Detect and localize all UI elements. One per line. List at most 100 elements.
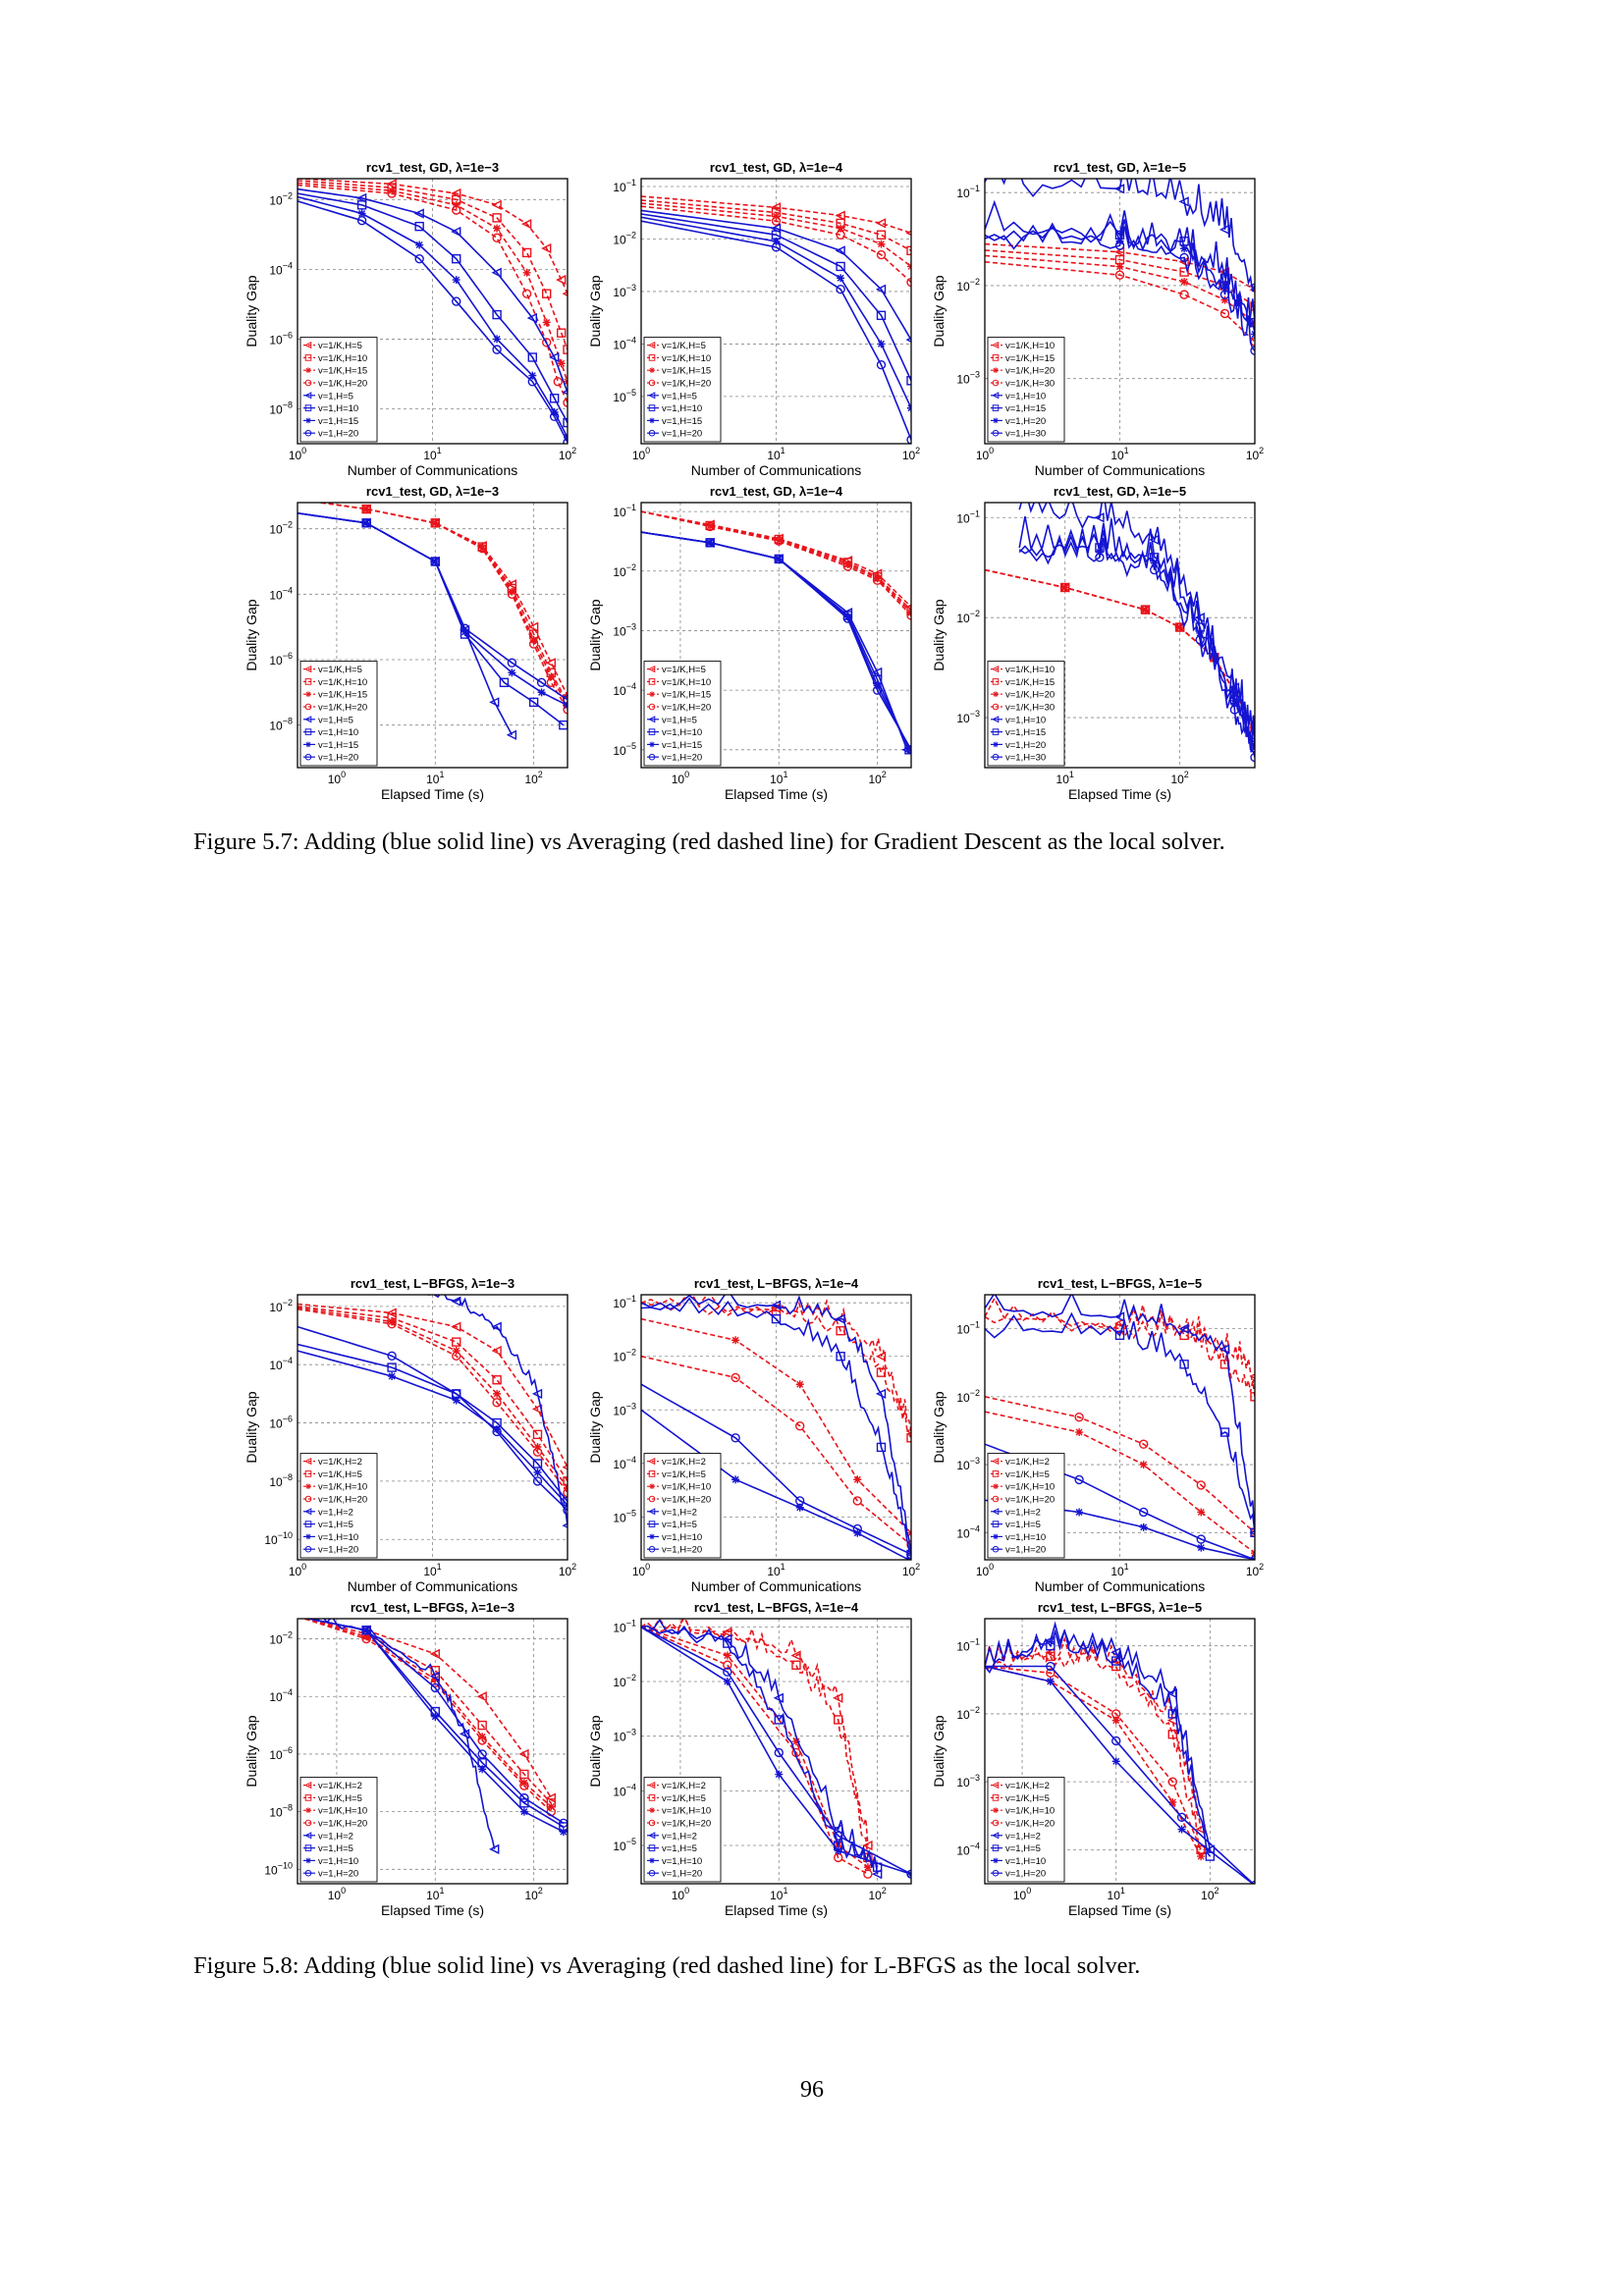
adding-series-line	[306, 1619, 496, 1849]
data-point-marker	[528, 621, 539, 632]
y-axis-label: Duality Gap	[587, 275, 603, 347]
data-point-marker	[723, 1667, 732, 1677]
averaging-series-line	[641, 195, 911, 235]
data-point-marker	[1046, 1651, 1056, 1662]
y-axis-label: Duality Gap	[931, 599, 947, 670]
legend-marker	[304, 392, 312, 400]
data-point-marker	[414, 221, 424, 232]
legend-marker	[304, 1844, 312, 1851]
averaging-series-line	[298, 1308, 568, 1494]
averaging-series-line	[302, 1619, 552, 1804]
y-tick-label: 10−2	[956, 1388, 980, 1405]
x-axis-label: Number of Communications	[691, 1578, 862, 1594]
data-point-marker	[1111, 1735, 1121, 1746]
data-point-marker	[388, 1317, 397, 1326]
data-point-marker	[546, 677, 557, 687]
y-tick-label: 10−2	[613, 230, 636, 246]
legend-entry: v=1,H=20	[318, 1869, 358, 1880]
data-point-marker	[361, 504, 371, 514]
data-point-marker	[1111, 1757, 1120, 1766]
data-point-marker	[1220, 281, 1229, 290]
chart-lbfgs-time-1e-4: rcv1_test, L−BFGS, λ=1e−4 Duality Gap Elap…	[587, 1600, 912, 1918]
data-point-marker	[837, 224, 845, 233]
adding-series-line	[298, 192, 568, 423]
data-point-marker	[1179, 1360, 1189, 1369]
data-point-marker	[835, 210, 845, 221]
legend-marker	[304, 716, 312, 723]
y-tick-label: 10−1	[613, 503, 636, 519]
x-tick-label: 102	[1246, 446, 1264, 462]
x-axis-label: Number of Communications	[1035, 1578, 1206, 1594]
x-tick-label: 100	[976, 446, 994, 462]
data-point-marker	[1094, 512, 1105, 523]
averaging-series-line	[298, 1307, 568, 1488]
data-point-marker	[492, 1426, 502, 1437]
legend: v=1/K,H=10 v=1/K,H=15 v=1/K,H=20 v=1/K,H=30…	[987, 337, 1065, 443]
page-number: 96	[800, 2077, 824, 2103]
averaging-series-line	[301, 1619, 552, 1813]
data-point-marker	[549, 394, 560, 403]
legend-marker	[992, 753, 1000, 761]
data-point-marker	[451, 1321, 461, 1332]
legend-entry: v=1/K,H=5	[1005, 1793, 1050, 1804]
data-point-marker	[775, 536, 784, 545]
data-point-marker	[499, 677, 510, 687]
legend-marker	[648, 703, 656, 711]
adding-series-line	[298, 1343, 568, 1503]
averaging-series-line	[641, 1355, 911, 1546]
data-point-marker	[492, 345, 502, 354]
legend-marker	[648, 1458, 656, 1466]
legend-entry: v=1/K,H=10	[1005, 665, 1055, 675]
legend: v=1/K,H=2v=1/K,H=5v=1/K,H=10v=1/K,H=20v=…	[299, 1777, 378, 1883]
data-point-marker	[1179, 252, 1189, 263]
chart-title: rcv1_test, GD, λ=1e−5	[1054, 160, 1186, 175]
legend-entry: v=1/K,H=30	[1005, 379, 1055, 390]
legend-entry: v=1/K,H=10	[1005, 341, 1055, 351]
data-point-marker	[519, 1792, 529, 1803]
legend: v=1/K,H=2v=1/K,H=5v=1/K,H=10v=1/K,H=20v=…	[987, 1453, 1065, 1559]
y-axis-label: Duality Gap	[931, 275, 947, 347]
chart-title: rcv1_test, L−BFGS, λ=1e−3	[351, 1600, 514, 1615]
legend-marker	[648, 728, 656, 735]
data-point-marker	[532, 1447, 543, 1457]
legend-entry: v=1,H=20	[662, 429, 702, 440]
x-axis-label: Elapsed Time (s)	[381, 1902, 484, 1918]
x-tick-label: 101	[770, 770, 787, 786]
y-tick-label: 10−6	[269, 1415, 293, 1431]
legend-marker	[992, 404, 1000, 411]
legend-marker	[648, 354, 656, 361]
y-tick-label: 10−1	[613, 1618, 636, 1634]
averaging-series-line	[641, 1626, 869, 1875]
legend-marker	[648, 1869, 656, 1877]
data-point-marker	[1115, 262, 1124, 271]
legend-entry: v=1/K,H=20	[1005, 366, 1055, 377]
legend-entry: v=1/K,H=2	[662, 1457, 706, 1468]
legend-entry: v=1/K,H=20	[662, 1495, 711, 1506]
legend-entry: v=1,H=5	[1005, 1843, 1041, 1854]
legend: v=1/K,H=2v=1/K,H=5v=1/K,H=10v=1/K,H=20v=…	[643, 1777, 722, 1883]
legend-entry: v=1,H=20	[662, 1545, 702, 1556]
y-axis-label: Duality Gap	[244, 1391, 259, 1463]
x-tick-label: 100	[632, 1562, 650, 1578]
y-tick-label: 10−8	[269, 1472, 293, 1489]
plot-frame	[984, 1294, 1256, 1561]
grid	[641, 503, 911, 768]
legend-entry: v=1,H=10	[662, 1856, 702, 1867]
data-point-marker	[723, 1660, 732, 1670]
x-tick-label: 102	[559, 1562, 576, 1578]
data-point-marker	[906, 1433, 911, 1443]
data-point-marker	[791, 1737, 800, 1746]
data-point-marker	[1074, 1412, 1084, 1422]
averaging-series-line	[641, 199, 911, 252]
data-point-marker	[1168, 1797, 1177, 1806]
data-point-marker	[906, 1549, 911, 1560]
data-point-marker	[362, 1632, 371, 1641]
data-point-marker	[493, 1389, 502, 1398]
legend-entry: v=1,H=10	[318, 727, 358, 738]
grid	[641, 1295, 911, 1560]
data-point-marker	[834, 1715, 843, 1725]
y-tick-label: 10−1	[613, 1294, 636, 1310]
legend-entry: v=1/K,H=2	[318, 1781, 362, 1791]
data-point-marker	[1197, 1508, 1206, 1517]
legend-entry: v=1,H=10	[1005, 715, 1046, 725]
